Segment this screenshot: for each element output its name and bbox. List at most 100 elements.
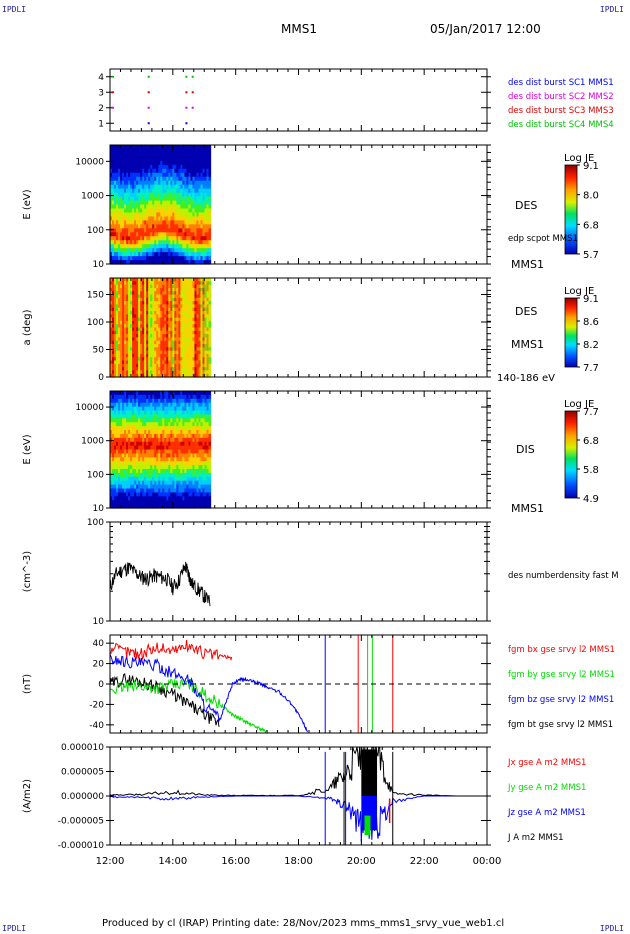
- spectrogram-cell: [156, 204, 159, 210]
- spectrogram-cell: [132, 317, 135, 322]
- spectrogram-cell: [140, 337, 143, 342]
- spectrogram-cell: [132, 504, 135, 509]
- spectrogram-cell: [136, 472, 139, 478]
- spectrogram-cell: [114, 367, 117, 371]
- spectrogram-cell: [124, 297, 127, 302]
- spectrogram-cell: [190, 317, 194, 322]
- spectrogram-cell: [150, 327, 153, 332]
- spectrogram-cell: [146, 484, 149, 490]
- spectrogram-cell: [132, 344, 135, 348]
- spectrogram-cell: [188, 260, 192, 265]
- des_energy-colorbar-tick-label: 9.1: [583, 161, 599, 172]
- spectrogram-cell: [144, 216, 147, 221]
- spectrogram-cell: [184, 156, 188, 162]
- spectrogram-cell: [154, 402, 157, 408]
- spectrogram-cell: [188, 204, 192, 210]
- spectrogram-cell: [148, 145, 151, 150]
- spectrogram-cell: [180, 496, 183, 501]
- spectrogram-cell: [144, 484, 147, 490]
- spectrogram-cell: [180, 370, 183, 375]
- spectrogram-cell: [188, 437, 192, 443]
- spectrogram-cell: [192, 469, 196, 474]
- spectrogram-cell: [170, 430, 173, 435]
- spectrogram-cell: [200, 145, 204, 150]
- spectrogram-cell: [190, 347, 194, 352]
- spectrogram-cell: [128, 224, 131, 229]
- spectrogram-cell: [122, 422, 125, 427]
- spectrogram-cell: [154, 484, 157, 490]
- spectrogram-cell: [208, 414, 212, 419]
- spectrogram-cell: [126, 252, 129, 257]
- burst-legend-entry: des dist burst SC4 MMS4: [508, 120, 614, 130]
- spectrogram-cell: [192, 252, 196, 257]
- spectrogram-cell: [138, 330, 141, 335]
- spectrogram-cell: [112, 148, 115, 154]
- spectrogram-cell: [146, 176, 149, 182]
- spectrogram-cell: [190, 256, 194, 261]
- spectrogram-cell: [166, 360, 169, 365]
- spectrogram-cell: [152, 426, 155, 431]
- spectrogram-cell: [196, 330, 200, 335]
- spectrogram-cell: [180, 394, 183, 400]
- spectrogram-cell: [172, 334, 175, 338]
- spectrogram-cell: [150, 307, 153, 312]
- spectrogram-cell: [152, 337, 155, 342]
- spectrogram-cell: [122, 145, 125, 150]
- spectrogram-cell: [202, 465, 206, 470]
- spectrogram-cell: [112, 373, 115, 378]
- spectrogram-cell: [126, 216, 129, 221]
- spectrogram-cell: [112, 433, 115, 439]
- spectrogram-cell: [174, 453, 177, 458]
- spectrogram-cell: [126, 160, 129, 166]
- spectrogram-cell: [206, 212, 210, 217]
- spectrogram-cell: [136, 469, 139, 474]
- spectrogram-cell: [120, 480, 123, 486]
- spectrogram-cell: [184, 236, 188, 241]
- spectrogram-cell: [172, 294, 175, 299]
- spectrogram-cell: [146, 248, 149, 253]
- spectrogram-cell: [208, 252, 212, 257]
- spectrogram-cell: [188, 160, 192, 166]
- spectrogram-cell: [176, 188, 179, 194]
- spectrogram-cell: [178, 410, 181, 415]
- spectrogram-cell: [208, 196, 212, 202]
- spectrogram-cell: [128, 228, 131, 233]
- spectrogram-cell: [128, 367, 131, 371]
- spectrogram-cell: [122, 476, 125, 482]
- spectrogram-cell: [110, 176, 113, 182]
- spectrogram-cell: [114, 469, 117, 474]
- spectrogram-cell: [142, 453, 145, 458]
- spectrogram-cell: [136, 160, 139, 166]
- spectrogram-cell: [158, 252, 161, 257]
- spectrogram-cell: [122, 504, 125, 509]
- spectrogram-cell: [138, 180, 141, 186]
- spectrogram-cell: [194, 156, 198, 162]
- spectrogram-cell: [156, 422, 159, 427]
- spectrogram-cell: [114, 314, 117, 319]
- spectrogram-cell: [128, 314, 131, 319]
- spectrogram-cell: [162, 281, 165, 286]
- spectrogram-cell: [208, 394, 212, 400]
- spectrogram-cell: [188, 176, 192, 182]
- spectrogram-cell: [138, 188, 141, 194]
- spectrogram-cell: [202, 160, 206, 166]
- spectrogram-cell: [114, 307, 117, 312]
- spectrogram-cell: [148, 488, 151, 493]
- spectrogram-cell: [148, 461, 151, 466]
- spectrogram-cell: [126, 188, 129, 194]
- spectrogram-cell: [174, 504, 177, 509]
- spectrogram-cell: [162, 260, 165, 265]
- spectrogram-cell: [174, 294, 177, 299]
- spectrogram-cell: [114, 449, 117, 454]
- spectrogram-cell: [132, 184, 135, 190]
- spectrogram-cell: [142, 500, 145, 505]
- spectrogram-cell: [202, 414, 206, 419]
- spectrogram-cell: [178, 357, 181, 362]
- spectrogram-cell: [118, 311, 121, 315]
- spectrogram-cell: [182, 252, 185, 257]
- spectrogram-cell: [138, 196, 141, 202]
- spectrogram-cell: [158, 340, 161, 345]
- spectrogram-cell: [170, 441, 173, 447]
- spectrogram-cell: [190, 252, 194, 257]
- spectrogram-cell: [176, 449, 179, 454]
